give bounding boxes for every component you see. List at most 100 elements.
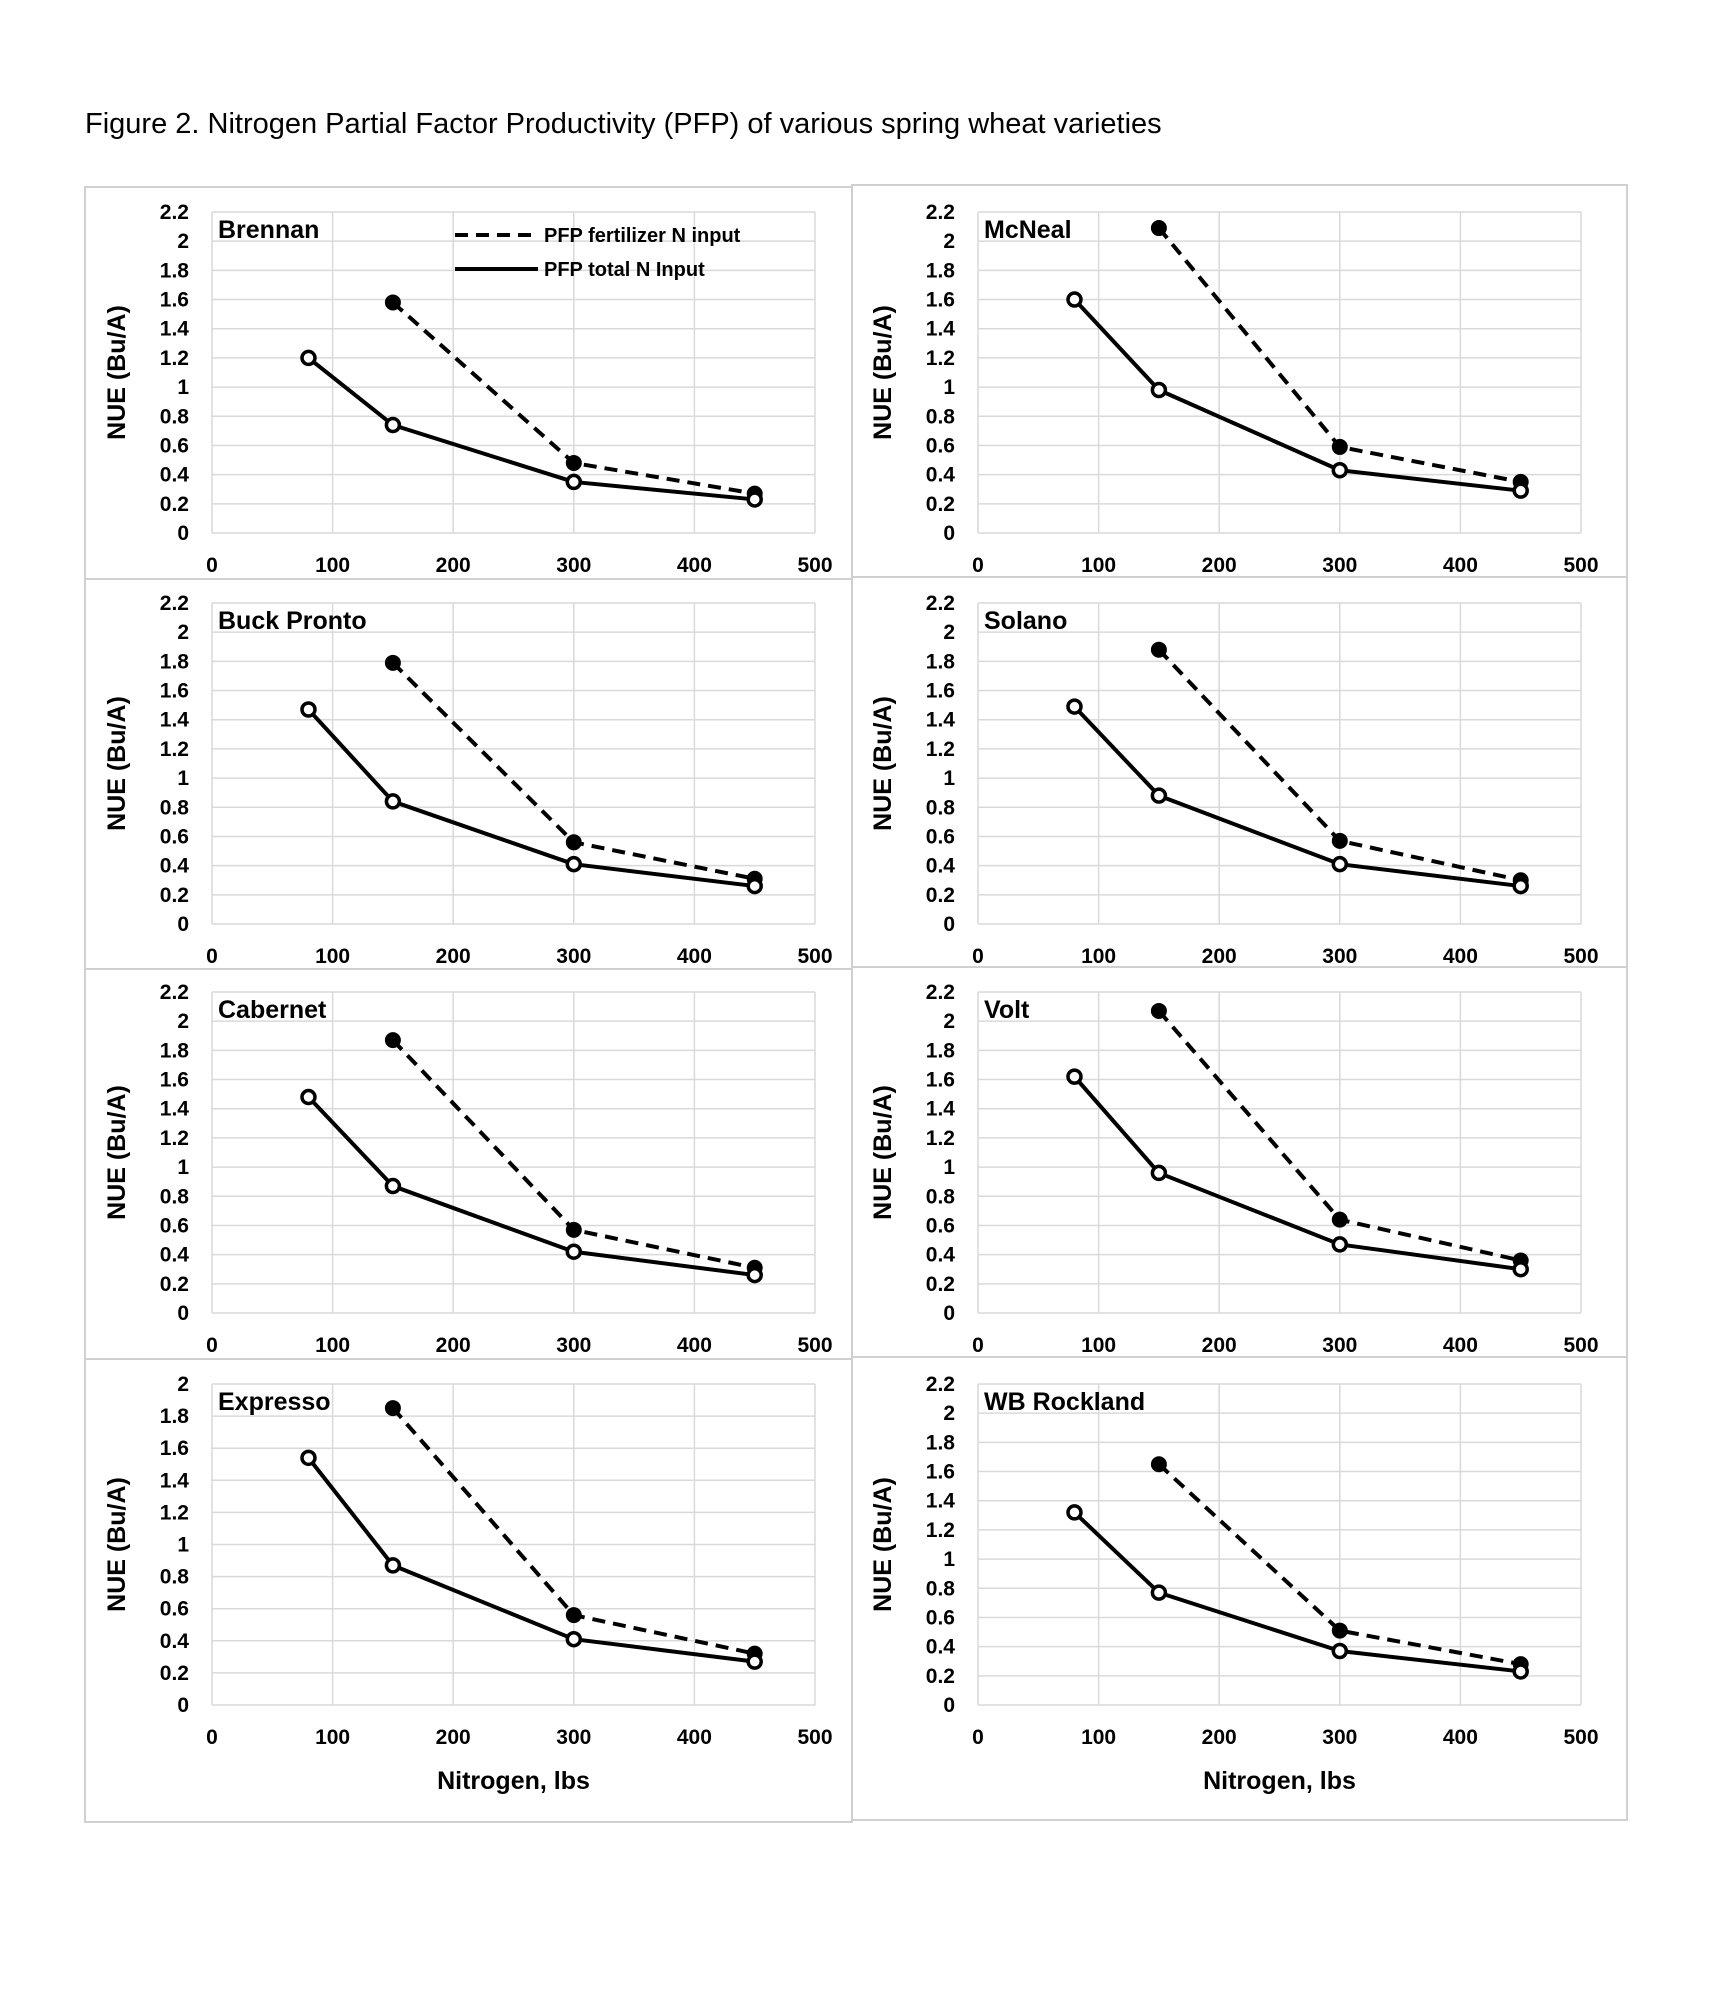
- y-tick-label: 0.4: [160, 464, 190, 487]
- x-tick-label: 400: [1443, 1334, 1478, 1357]
- y-tick-label: 1.8: [160, 1405, 190, 1428]
- y-tick-label: 0.4: [926, 464, 956, 487]
- x-tick-label: 500: [1563, 1334, 1598, 1357]
- y-tick-label: 1.6: [926, 1461, 955, 1484]
- y-tick-label: 0.4: [926, 1244, 956, 1267]
- chart-panel-1: 0 0.2 0.4 0.6 0.8 1 1.2 1.4 1.6 1.8 2 2.2 0 100 200 300…: [84, 186, 853, 580]
- y-tick-label: 0.4: [160, 1244, 190, 1267]
- data-point-fertilizer-n: [1331, 1211, 1348, 1228]
- y-tick-label: 0.4: [926, 1636, 956, 1659]
- y-tick-label: 1.2: [160, 738, 189, 761]
- y-tick-label: 2.2: [926, 981, 955, 1004]
- x-tick-label: 200: [436, 1334, 471, 1357]
- data-point-total-n: [300, 1449, 317, 1467]
- x-tick-label: 100: [1081, 554, 1116, 577]
- figure-title: Figure 2. Nitrogen Partial Factor Produc…: [85, 108, 1162, 140]
- data-point-total-n: [565, 1243, 583, 1260]
- y-tick-label: 2: [943, 621, 955, 644]
- y-axis-title: NUE (Bu/A): [869, 305, 897, 440]
- x-tick-label: 100: [315, 945, 350, 968]
- panel-frame: [84, 578, 853, 970]
- x-tick-label: 500: [797, 945, 832, 968]
- y-tick-label: 1.4: [926, 709, 956, 732]
- y-tick-label: 0.2: [926, 493, 955, 516]
- x-tick-label: 200: [436, 554, 471, 577]
- y-tick-label: 1.6: [160, 680, 189, 703]
- data-point-total-n: [746, 877, 763, 895]
- data-point-total-n: [1512, 482, 1529, 499]
- x-tick-label: 300: [556, 1334, 591, 1357]
- y-axis-title: NUE (Bu/A): [869, 1085, 897, 1220]
- y-tick-label: 1: [177, 767, 189, 790]
- data-point-total-n: [300, 1088, 317, 1106]
- y-tick-label: 1.8: [160, 650, 190, 673]
- data-point-total-n: [384, 793, 402, 810]
- chart-panel-4: 0 0.2 0.4 0.6 0.8 1 1.2 1.4 1.6 1.8 2 2.2 0 100 200 300…: [851, 576, 1628, 968]
- y-tick-label: 1.4: [160, 709, 190, 732]
- data-point-total-n: [746, 1653, 763, 1670]
- x-tick-label: 0: [206, 554, 218, 577]
- y-tick-label: 2: [943, 1010, 955, 1033]
- x-tick-label: 400: [677, 554, 712, 577]
- series-line-total-n: [1072, 1075, 1521, 1272]
- x-tick-label: 300: [1322, 945, 1357, 968]
- data-point-total-n: [384, 1177, 402, 1195]
- y-axis-title: NUE (Bu/A): [869, 696, 897, 831]
- data-point-total-n: [1066, 1068, 1083, 1085]
- y-tick-label: 1.4: [926, 318, 956, 341]
- y-tick-label: 0: [177, 1694, 189, 1717]
- x-tick-label: 400: [677, 1726, 712, 1749]
- panel-title: Solano: [984, 607, 1067, 635]
- x-axis-title: Nitrogen, lbs: [1203, 1767, 1356, 1795]
- data-point-total-n: [565, 1630, 583, 1648]
- data-point-fertilizer-n: [565, 454, 582, 471]
- y-tick-label: 0.2: [160, 1662, 189, 1685]
- x-tick-label: 400: [677, 1334, 712, 1357]
- y-tick-label: 1.6: [926, 680, 955, 703]
- data-point-fertilizer-n: [384, 1400, 401, 1417]
- y-axis-title: NUE (Bu/A): [103, 305, 131, 440]
- y-tick-label: 1.4: [926, 1098, 956, 1121]
- x-tick-label: 200: [1202, 1726, 1237, 1749]
- y-tick-label: 0.8: [160, 1185, 190, 1208]
- series-line-total-n: [1073, 298, 1521, 493]
- y-tick-label: 1.2: [160, 347, 189, 370]
- y-tick-label: 1.2: [926, 347, 955, 370]
- legend-label: PFP fertilizer N input: [544, 225, 741, 247]
- data-point-total-n: [746, 491, 763, 508]
- x-tick-label: 400: [1443, 554, 1478, 577]
- y-tick-label: 1.8: [926, 259, 956, 282]
- data-point-total-n: [1512, 1663, 1529, 1680]
- data-point-total-n: [1150, 1164, 1168, 1182]
- data-point-fertilizer-n: [384, 294, 401, 311]
- panel-title: Volt: [984, 996, 1030, 1024]
- data-point-fertilizer-n: [565, 1607, 582, 1624]
- y-tick-label: 0.2: [926, 1273, 955, 1296]
- y-tick-label: 0: [943, 913, 955, 936]
- y-tick-label: 0.8: [926, 1185, 956, 1208]
- y-tick-label: 0: [177, 913, 189, 936]
- y-tick-label: 1.8: [160, 1039, 190, 1062]
- data-point-total-n: [1331, 1642, 1349, 1660]
- data-point-total-n: [1331, 462, 1349, 479]
- panel-frame: [851, 576, 1628, 968]
- data-point-fertilizer-n: [1150, 220, 1167, 237]
- data-point-fertilizer-n: [565, 834, 582, 851]
- x-tick-label: 300: [1322, 554, 1357, 577]
- y-tick-label: 1.6: [160, 1437, 189, 1460]
- y-tick-label: 2.2: [926, 1373, 955, 1396]
- data-point-total-n: [1066, 1504, 1083, 1521]
- y-tick-label: 2: [943, 230, 955, 253]
- x-tick-label: 500: [797, 1334, 832, 1357]
- x-tick-label: 100: [1081, 945, 1116, 968]
- x-tick-label: 300: [556, 554, 591, 577]
- x-tick-label: 400: [1443, 945, 1478, 968]
- data-point-total-n: [384, 1557, 402, 1574]
- data-point-total-n: [300, 701, 317, 718]
- y-tick-label: 1: [943, 1156, 955, 1179]
- x-tick-label: 0: [972, 1726, 984, 1749]
- x-tick-label: 300: [1322, 1726, 1357, 1749]
- legend-label: PFP total N Input: [544, 259, 705, 281]
- y-tick-label: 0.6: [160, 1214, 189, 1237]
